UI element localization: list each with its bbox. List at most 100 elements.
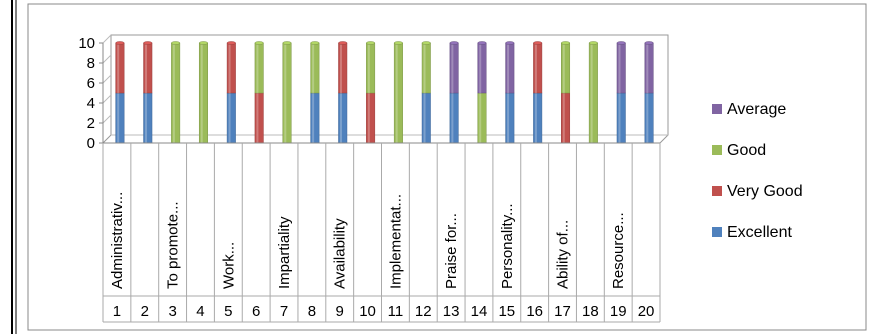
- bar-excellent-cat-8: [310, 92, 320, 144]
- bar-top-cap-cat-1: [115, 41, 125, 45]
- bar-very-good-cat-9: [338, 42, 348, 94]
- x-category-label-15: Personality...: [499, 203, 516, 289]
- x-category-label-11: Implementat...: [387, 194, 404, 289]
- x-tick-label-18: 18: [582, 303, 599, 320]
- bar-average-cat-19: [616, 42, 626, 94]
- bar-highlight-good-cat-4: [200, 43, 203, 143]
- bar-top-cap-cat-14: [477, 41, 487, 45]
- bar-average-cat-13: [449, 42, 459, 94]
- x-tick-label-10: 10: [359, 303, 376, 320]
- bar-highlight-very-good-cat-16: [534, 43, 537, 93]
- bar-highlight-average-cat-13: [451, 43, 454, 93]
- bar-top-cap-cat-10: [366, 41, 376, 45]
- bar-top-cap-cat-16: [533, 41, 543, 45]
- legend-label-average: Average: [727, 101, 786, 118]
- bar-highlight-average-cat-19: [618, 43, 621, 93]
- bar-highlight-good-cat-8: [312, 43, 315, 93]
- bar-highlight-excellent-cat-16: [534, 93, 537, 143]
- bar-highlight-good-cat-6: [256, 43, 259, 93]
- bar-highlight-excellent-cat-1: [117, 93, 120, 143]
- y-tick-depth-4: [102, 54, 112, 64]
- bar-highlight-excellent-cat-19: [618, 93, 621, 143]
- x-category-label-5: Work...: [220, 242, 237, 289]
- bar-top-cap-cat-20: [644, 41, 654, 45]
- bar-highlight-good-cat-17: [562, 43, 565, 93]
- x-tick-label-6: 6: [252, 303, 260, 320]
- bar-highlight-very-good-cat-2: [145, 43, 148, 93]
- plot-wall-outline: [102, 34, 669, 144]
- bar-excellent-cat-20: [644, 92, 654, 144]
- bar-top-cap-cat-4: [198, 41, 208, 45]
- bar-highlight-good-cat-7: [284, 43, 287, 143]
- bar-highlight-excellent-cat-15: [507, 93, 510, 143]
- bar-highlight-good-cat-12: [423, 43, 426, 93]
- bar-highlight-very-good-cat-17: [562, 93, 565, 143]
- bar-good-cat-8: [310, 42, 320, 94]
- bar-good-cat-3: [171, 42, 181, 144]
- y-tick-label-5: 10: [78, 35, 95, 52]
- bar-very-good-cat-17: [561, 92, 571, 144]
- y-tick-label-0: 0: [87, 135, 95, 152]
- bar-good-cat-18: [588, 42, 598, 144]
- bar-highlight-excellent-cat-13: [451, 93, 454, 143]
- x-category-label-7: Impartiality: [276, 216, 293, 289]
- legend-label-excellent: Excellent: [727, 224, 792, 241]
- bar-excellent-cat-1: [115, 92, 125, 144]
- x-category-label-17: Ability of...: [555, 220, 572, 289]
- bar-highlight-good-cat-14: [479, 93, 482, 143]
- x-tick-label-5: 5: [224, 303, 232, 320]
- bar-top-cap-cat-11: [393, 41, 403, 45]
- bar-very-good-cat-6: [254, 92, 264, 144]
- bar-very-good-cat-2: [143, 42, 153, 94]
- bar-top-cap-cat-9: [338, 41, 348, 45]
- legend-label-very-good: Very Good: [727, 183, 803, 200]
- bar-very-good-cat-5: [226, 42, 236, 94]
- bar-highlight-good-cat-10: [367, 43, 370, 93]
- x-tick-label-12: 12: [415, 303, 432, 320]
- y-tick-depth-5: [102, 34, 112, 44]
- bar-top-cap-cat-18: [588, 41, 598, 45]
- x-tick-label-13: 13: [443, 303, 460, 320]
- legend-swatch-good: [712, 145, 722, 155]
- bar-top-cap-cat-13: [449, 41, 459, 45]
- x-category-label-19: Resource...: [610, 212, 627, 289]
- bar-top-cap-cat-5: [226, 41, 236, 45]
- x-category-label-9: Availability: [332, 218, 349, 289]
- y-axis: 0 2 4 6 8 10: [78, 35, 104, 152]
- bar-good-cat-7: [282, 42, 292, 144]
- bar-highlight-very-good-cat-1: [117, 43, 120, 93]
- legend-swatch-average: [712, 104, 722, 114]
- bar-excellent-cat-19: [616, 92, 626, 144]
- bar-excellent-cat-15: [505, 92, 515, 144]
- x-tick-label-3: 3: [168, 303, 176, 320]
- bar-good-cat-11: [393, 42, 403, 144]
- bar-highlight-very-good-cat-9: [339, 43, 342, 93]
- bar-excellent-cat-5: [226, 92, 236, 144]
- bar-good-cat-12: [421, 42, 431, 94]
- bar-top-cap-cat-15: [505, 41, 515, 45]
- bar-excellent-cat-13: [449, 92, 459, 144]
- bar-highlight-average-cat-15: [507, 43, 510, 93]
- bar-top-cap-cat-6: [254, 41, 264, 45]
- bar-top-cap-cat-12: [421, 41, 431, 45]
- bar-highlight-average-cat-20: [646, 43, 649, 93]
- bar-top-cap-cat-17: [561, 41, 571, 45]
- bar-highlight-good-cat-11: [395, 43, 398, 143]
- bar-good-cat-17: [561, 42, 571, 94]
- bar-very-good-cat-16: [533, 42, 543, 94]
- bar-highlight-good-cat-18: [590, 43, 593, 143]
- y-tick-depth-3: [102, 74, 112, 84]
- x-tick-label-1: 1: [113, 303, 121, 320]
- y-tick-label-1: 2: [87, 115, 95, 132]
- bar-highlight-very-good-cat-6: [256, 93, 259, 143]
- bar-highlight-excellent-cat-9: [339, 93, 342, 143]
- bar-excellent-cat-9: [338, 92, 348, 144]
- bar-good-cat-10: [366, 42, 376, 94]
- bar-highlight-excellent-cat-20: [646, 93, 649, 143]
- bar-highlight-excellent-cat-2: [145, 93, 148, 143]
- bar-highlight-very-good-cat-10: [367, 93, 370, 143]
- y-tick-depth-2: [102, 94, 112, 104]
- bar-average-cat-20: [644, 42, 654, 94]
- bar-good-cat-4: [198, 42, 208, 144]
